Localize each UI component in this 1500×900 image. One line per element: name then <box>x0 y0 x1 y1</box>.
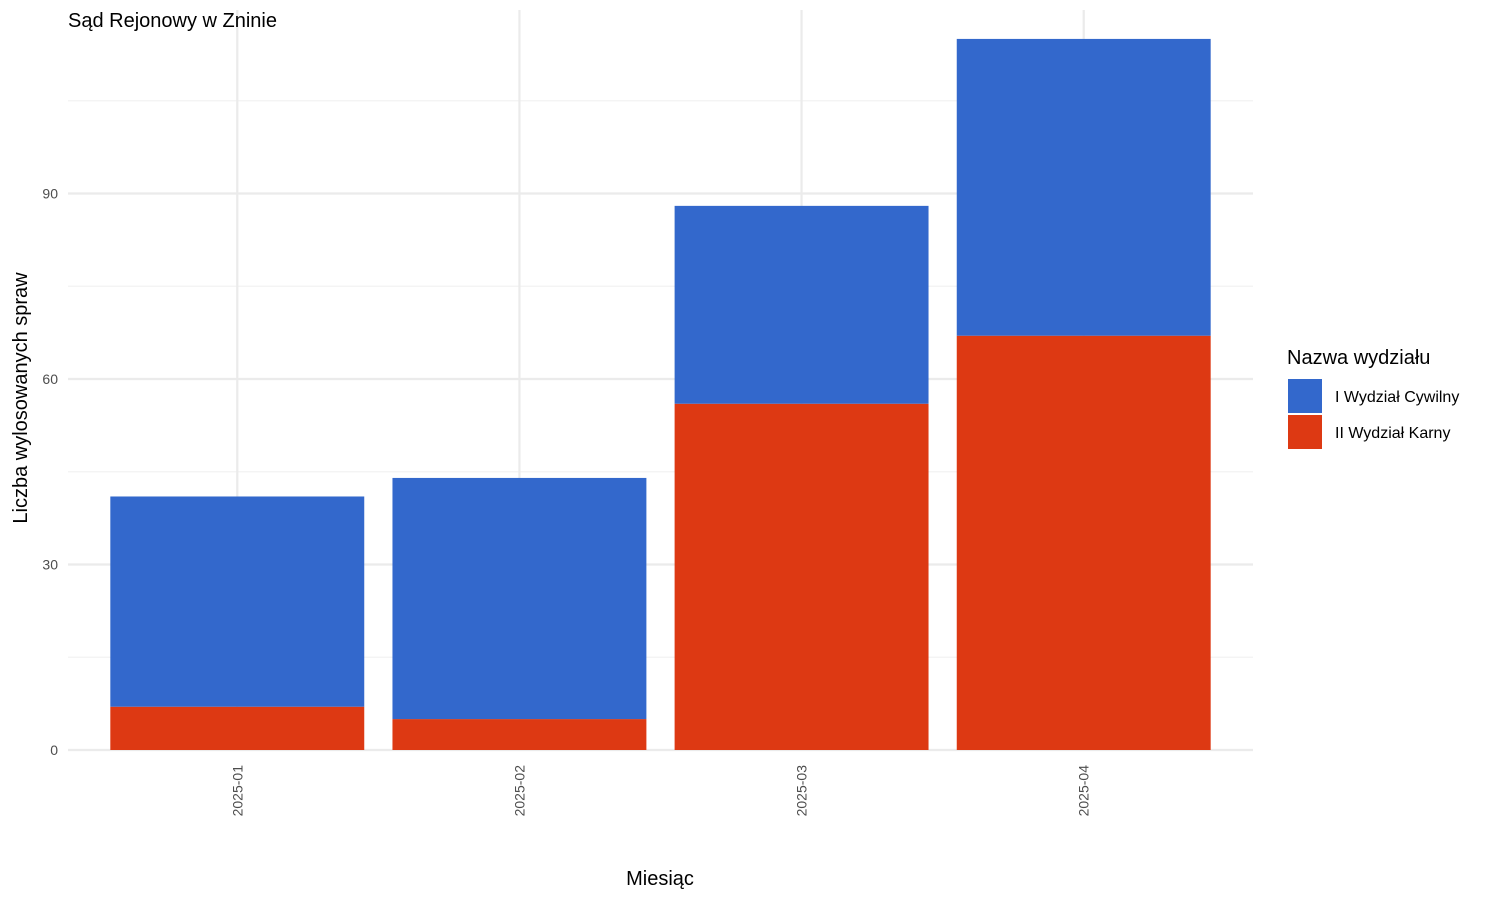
x-tick-label: 2025-04 <box>1076 765 1092 817</box>
y-tick-label: 0 <box>50 742 58 758</box>
bar-segment <box>674 403 929 750</box>
x-tick-label: 2025-03 <box>794 765 810 817</box>
legend-key <box>1288 379 1322 413</box>
bar-segment <box>110 706 365 750</box>
legend-title: Nazwa wydziału <box>1287 347 1430 369</box>
bars <box>110 38 1211 750</box>
bar-segment <box>674 205 929 404</box>
x-axis-title: Miesiąc <box>626 868 694 890</box>
legend-key <box>1288 415 1322 449</box>
bar-segment <box>956 38 1211 336</box>
legend-label: II Wydział Karny <box>1335 425 1450 442</box>
bar-segment <box>956 335 1211 750</box>
chart-title: Sąd Rejonowy w Zninie <box>68 10 277 32</box>
bar-segment <box>392 719 647 750</box>
x-tick-label: 2025-01 <box>229 765 245 817</box>
x-tick-label: 2025-02 <box>511 765 527 817</box>
y-axis: 0 30 60 90 <box>42 186 58 759</box>
y-tick-label: 60 <box>42 371 58 387</box>
legend: Nazwa wydziału I Wydział Cywilny II Wydzi… <box>1287 347 1459 449</box>
y-axis-title: Liczba wylosowanych spraw <box>10 272 32 524</box>
y-tick-label: 30 <box>42 557 58 573</box>
legend-label: I Wydział Cywilny <box>1335 389 1459 406</box>
bar-segment <box>392 477 647 720</box>
x-axis: 2025-01 2025-02 2025-03 2025-04 <box>229 765 1091 817</box>
bar-segment <box>110 496 365 707</box>
y-tick-label: 90 <box>42 186 58 202</box>
